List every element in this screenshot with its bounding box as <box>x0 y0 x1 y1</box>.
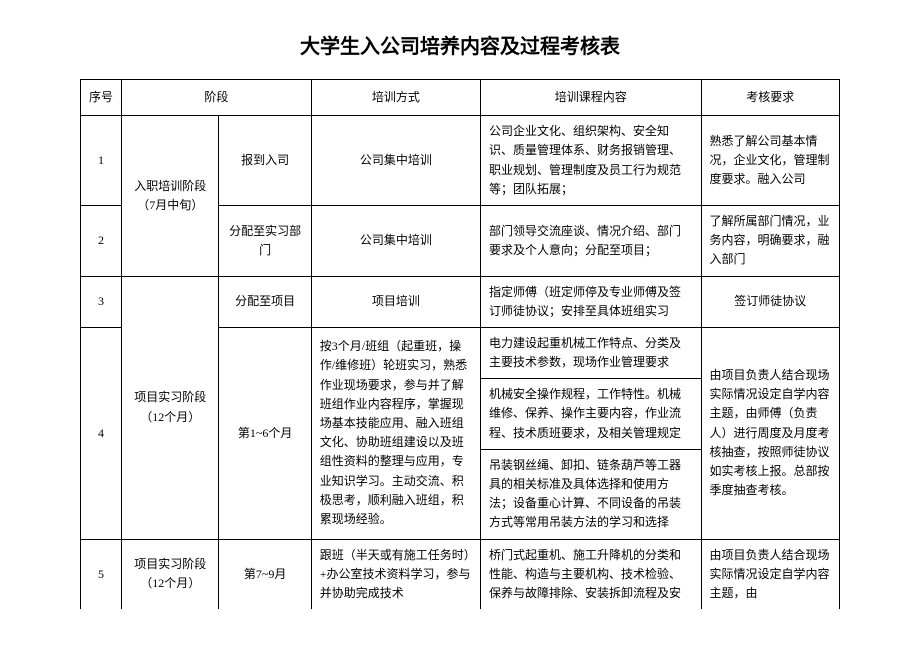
cell-seq: 4 <box>81 327 122 539</box>
cell-seq: 5 <box>81 539 122 609</box>
cell-content: 桥门式起重机、施工升降机的分类和性能、构造与主要机构、技术检验、保养与故障排除、… <box>480 539 701 609</box>
cell-method: 跟班（半天或有施工任务时）+办公室技术资料学习，参与并协助完成技术 <box>311 539 480 609</box>
header-assess: 考核要求 <box>701 80 840 116</box>
cell-assess: 由项目负责人结合现场实际情况设定自学内容主题，由 <box>701 539 840 609</box>
cell-phase2: 分配至实习部门 <box>219 205 311 276</box>
header-content: 培训课程内容 <box>480 80 701 116</box>
table-row: 1 入职培训阶段（7月中旬） 报到入司 公司集中培训 公司企业文化、组织架构、安… <box>81 116 840 206</box>
cell-seq: 3 <box>81 276 122 327</box>
cell-assess: 签订师徒协议 <box>701 276 840 327</box>
cell-assess: 由项目负责人结合现场实际情况设定自学内容主题，由师傅（负责人）进行周度及月度考核… <box>701 327 840 539</box>
cell-content: 部门领导交流座谈、情况介绍、部门要求及个人意向；分配至项目； <box>480 205 701 276</box>
cell-phase1: 项目实习阶段（12个月） <box>122 276 219 539</box>
cell-phase2: 第7~9月 <box>219 539 311 609</box>
cell-phase2: 第1~6个月 <box>219 327 311 539</box>
training-table: 序号 阶段 培训方式 培训课程内容 考核要求 1 入职培训阶段（7月中旬） 报到… <box>80 79 840 609</box>
cell-content: 吊装钢丝绳、卸扣、链条葫芦等工器具的相关标准及具体选择和使用方法；设备重心计算、… <box>480 449 701 539</box>
header-phase: 阶段 <box>122 80 312 116</box>
header-method: 培训方式 <box>311 80 480 116</box>
cell-assess: 了解所属部门情况，业务内容，明确要求，融入部门 <box>701 205 840 276</box>
cell-method: 按3个月/班组（起重班，操作/维修班）轮班实习，熟悉作业现场要求，参与并了解班组… <box>311 327 480 539</box>
cell-phase2: 分配至项目 <box>219 276 311 327</box>
page-title: 大学生入公司培养内容及过程考核表 <box>80 30 840 59</box>
cell-method: 公司集中培训 <box>311 116 480 206</box>
cell-phase1: 项目实习阶段（12个月） <box>122 539 219 609</box>
cell-content: 电力建设起重机械工作特点、分类及主要技术参数，现场作业管理要求 <box>480 327 701 378</box>
cell-phase2: 报到入司 <box>219 116 311 206</box>
cell-seq: 2 <box>81 205 122 276</box>
cell-seq: 1 <box>81 116 122 206</box>
cell-phase1: 入职培训阶段（7月中旬） <box>122 116 219 276</box>
header-seq: 序号 <box>81 80 122 116</box>
cell-method: 公司集中培训 <box>311 205 480 276</box>
header-row: 序号 阶段 培训方式 培训课程内容 考核要求 <box>81 80 840 116</box>
cell-assess: 熟悉了解公司基本情况，企业文化，管理制度要求。融入公司 <box>701 116 840 206</box>
cell-content: 机械安全操作规程，工作特性。机械维修、保养、操作主要内容，作业流程、技术质班要求… <box>480 379 701 450</box>
cell-method: 项目培训 <box>311 276 480 327</box>
cell-content: 指定师傅（班定师停及专业师傅及签订师徒协议；安排至具体班组实习 <box>480 276 701 327</box>
table-row: 3 项目实习阶段（12个月） 分配至项目 项目培训 指定师傅（班定师停及专业师傅… <box>81 276 840 327</box>
cell-content: 公司企业文化、组织架构、安全知识、质量管理体系、财务报销管理、职业规划、管理制度… <box>480 116 701 206</box>
table-row: 5 项目实习阶段（12个月） 第7~9月 跟班（半天或有施工任务时）+办公室技术… <box>81 539 840 609</box>
